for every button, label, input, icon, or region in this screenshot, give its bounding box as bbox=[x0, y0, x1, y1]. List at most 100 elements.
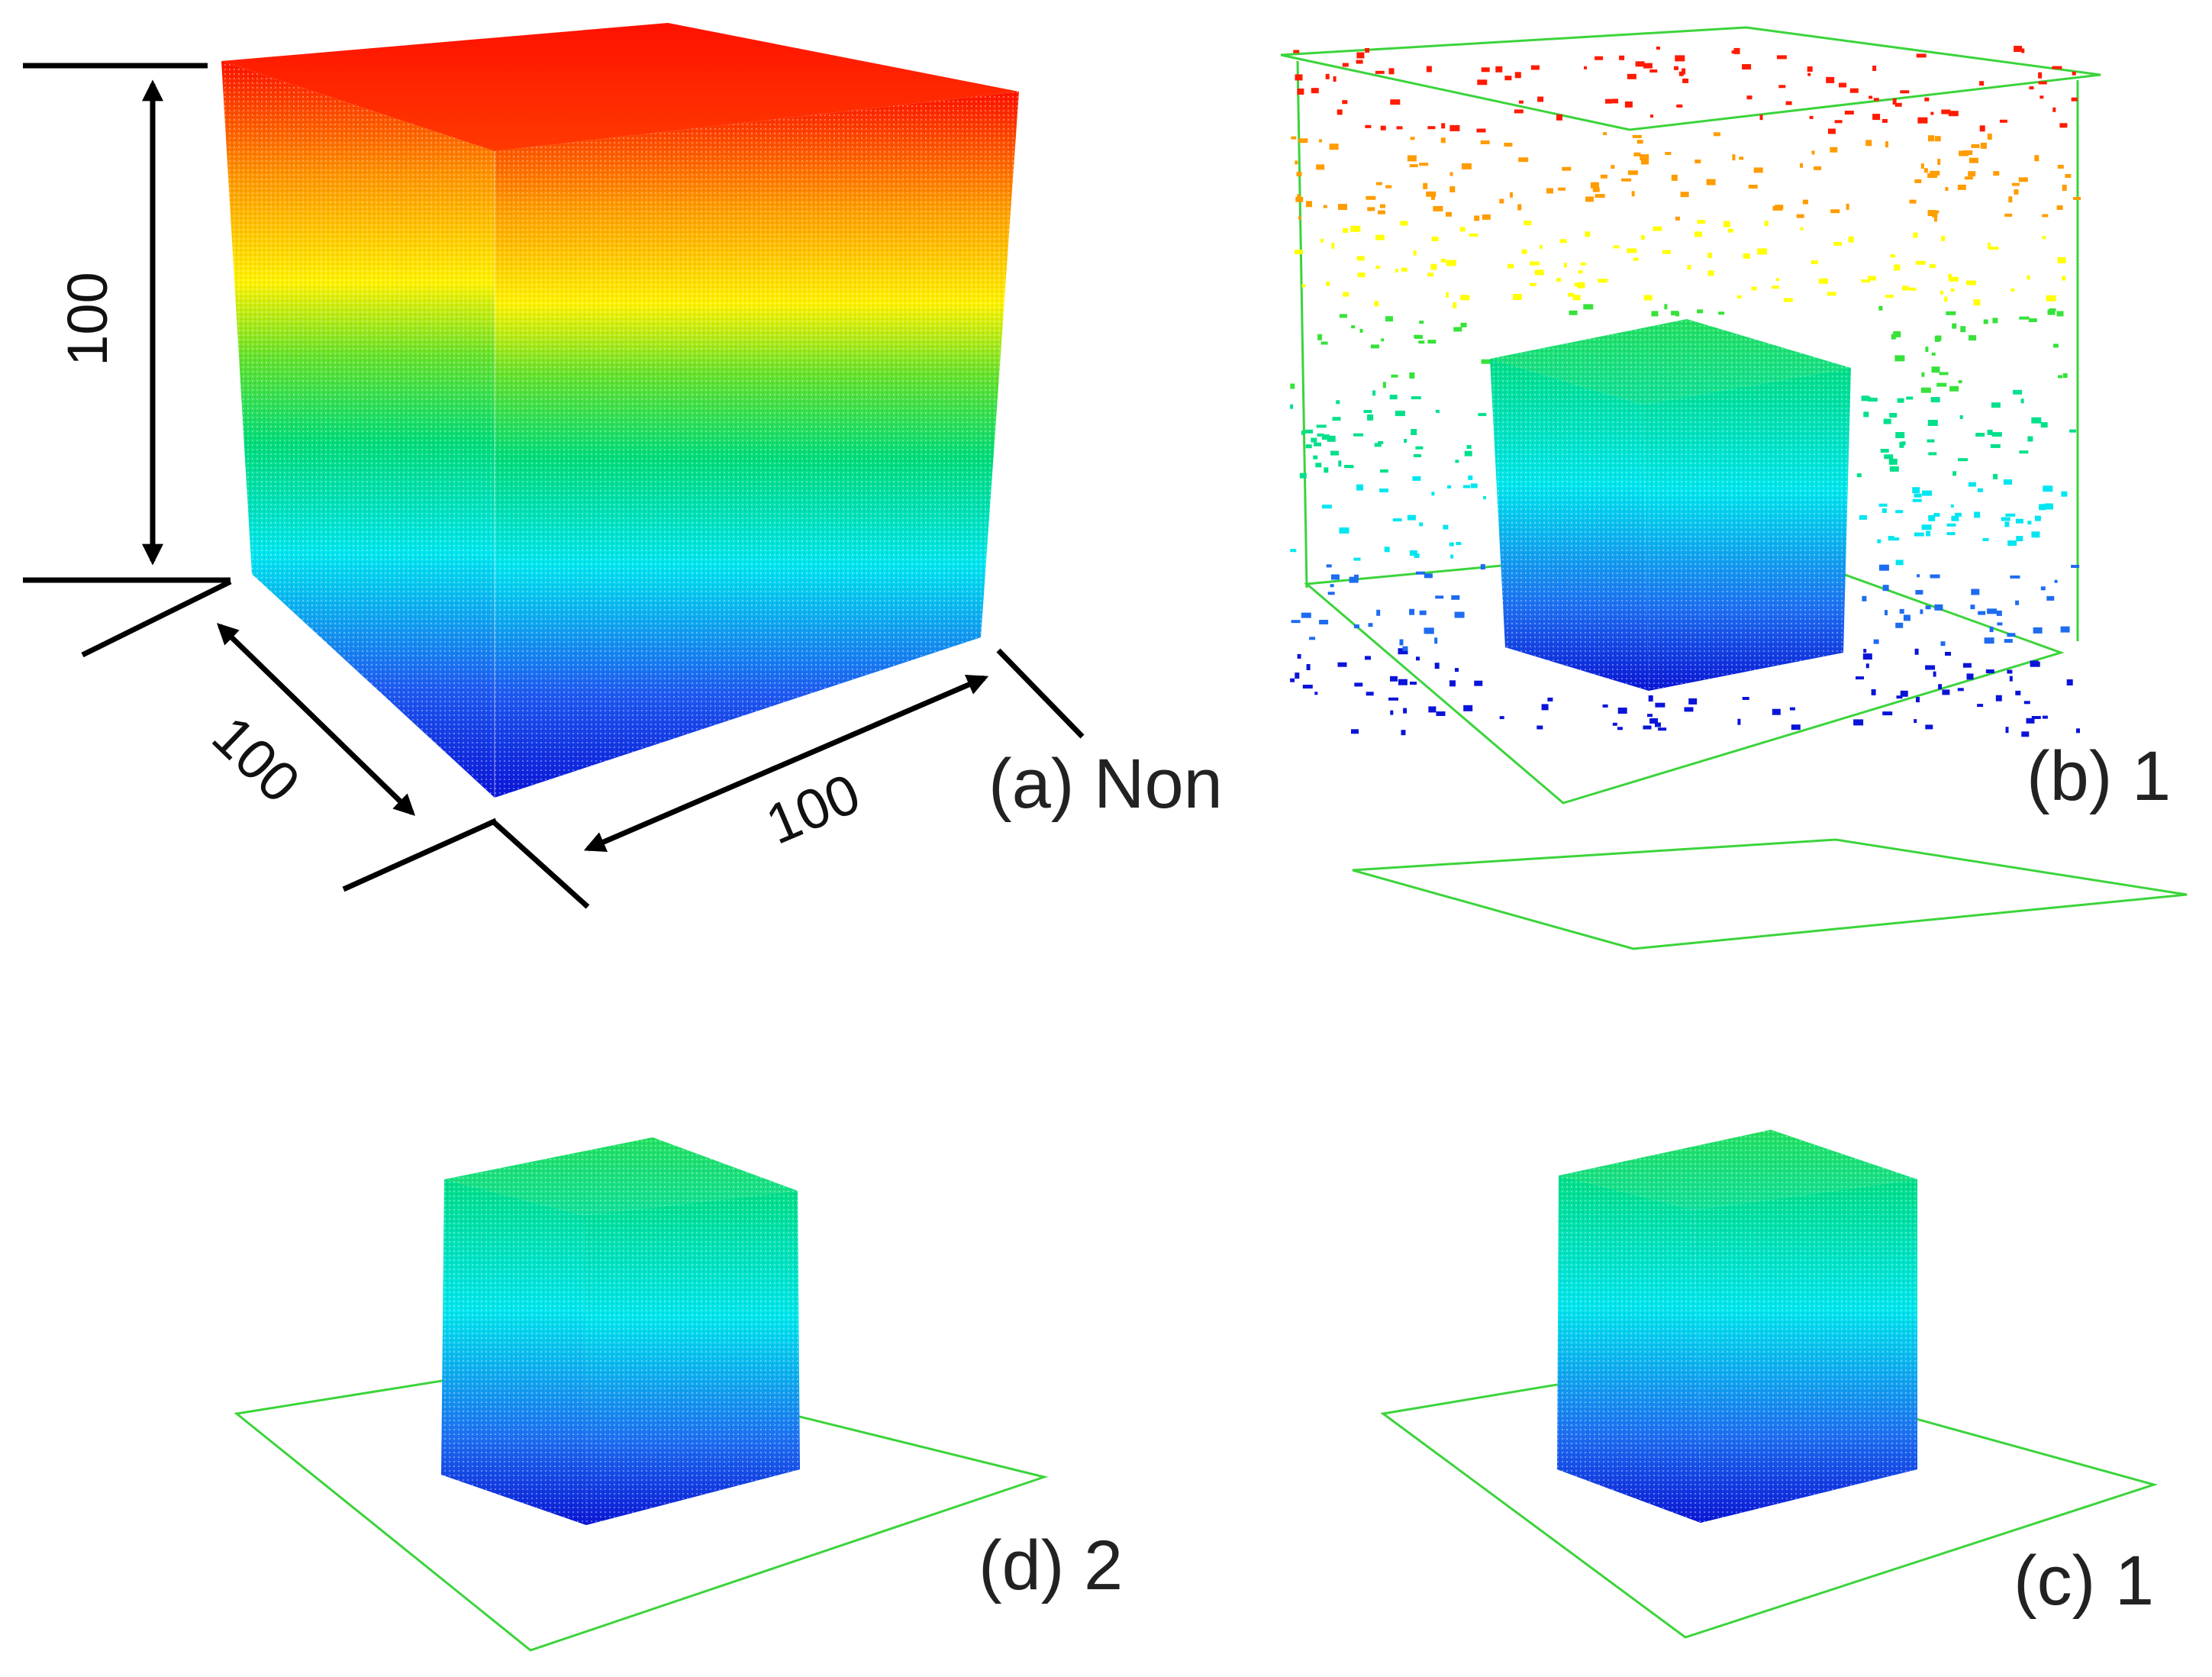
scatter-point bbox=[1375, 266, 1381, 269]
scatter-point bbox=[1499, 716, 1504, 720]
scatter-point bbox=[2005, 513, 2016, 517]
scatter-point bbox=[1921, 524, 1932, 531]
scatter-point bbox=[1290, 404, 1294, 409]
scatter-point bbox=[1785, 101, 1792, 105]
scatter-point bbox=[1295, 672, 1300, 679]
scatter-point bbox=[1802, 199, 1808, 205]
scatter-point bbox=[1960, 326, 1966, 333]
scatter-point bbox=[1969, 335, 1976, 341]
scatter-point bbox=[1359, 328, 1363, 333]
scatter-point bbox=[1291, 620, 1301, 624]
scatter-point bbox=[1881, 508, 1887, 513]
scatter-point bbox=[1480, 564, 1485, 570]
scatter-point bbox=[2015, 690, 2021, 695]
scatter-point bbox=[1409, 550, 1417, 556]
scatter-point bbox=[1537, 96, 1544, 102]
scatter-point bbox=[1379, 489, 1388, 492]
scatter-point bbox=[1909, 199, 1917, 204]
scatter-point bbox=[1990, 443, 2001, 448]
scatter-point bbox=[1382, 469, 1386, 472]
scatter-point bbox=[1925, 605, 1931, 610]
scatter-point bbox=[1718, 311, 1725, 315]
scatter-point bbox=[1830, 147, 1838, 153]
scatter-point bbox=[1372, 390, 1376, 396]
scatter-point bbox=[1474, 215, 1480, 221]
scatter-point bbox=[1991, 402, 2001, 408]
scatter-point bbox=[1504, 76, 1512, 81]
scatter-point bbox=[1995, 695, 2002, 701]
scatter-point bbox=[1353, 433, 1364, 437]
scatter-point bbox=[1504, 143, 1513, 147]
scatter-point bbox=[1924, 97, 1930, 102]
scatter-point bbox=[1351, 325, 1356, 329]
height-label: 100 bbox=[56, 272, 119, 366]
scatter-point bbox=[1412, 476, 1421, 481]
scatter-point bbox=[1541, 704, 1549, 711]
scatter-point bbox=[1957, 184, 1966, 190]
scatter-point bbox=[1827, 128, 1836, 134]
scatter-point bbox=[1974, 511, 1981, 518]
full-cube bbox=[221, 23, 1019, 798]
scatter-point bbox=[2059, 123, 2068, 128]
scatter-point bbox=[1927, 173, 1938, 179]
scatter-point bbox=[1697, 220, 1706, 224]
scatter-point bbox=[1470, 483, 1478, 489]
scatter-point bbox=[1917, 574, 1920, 578]
scatter-point bbox=[1849, 88, 1859, 93]
scatter-point bbox=[1314, 692, 1318, 695]
scatter-point bbox=[1338, 204, 1347, 211]
scatter-point bbox=[1940, 290, 1943, 295]
b-vertical-edges bbox=[1296, 60, 1308, 589]
scatter-point bbox=[1671, 311, 1679, 316]
scatter-point bbox=[2023, 701, 2030, 705]
scatter-point bbox=[1431, 492, 1435, 496]
scatter-point bbox=[1333, 76, 1337, 82]
scatter-point bbox=[1574, 282, 1584, 287]
scatter-point bbox=[1409, 164, 1418, 168]
scatter-point bbox=[1776, 55, 1787, 60]
scatter-point bbox=[1413, 454, 1421, 457]
scatter-point bbox=[1460, 322, 1467, 327]
scatter-point bbox=[1514, 109, 1524, 114]
scatter-point bbox=[2029, 86, 2034, 90]
scatter-point bbox=[1410, 137, 1415, 140]
scatter-point bbox=[1684, 707, 1694, 712]
scatter-point bbox=[1583, 304, 1594, 310]
scatter-point bbox=[1771, 285, 1779, 289]
scatter-point bbox=[1979, 125, 1985, 132]
scatter-point bbox=[1655, 722, 1661, 727]
scatter-point bbox=[1826, 76, 1835, 83]
scatter-point bbox=[1966, 673, 1974, 680]
scatter-point bbox=[1546, 188, 1553, 194]
scatter-point bbox=[1742, 64, 1752, 69]
scatter-point bbox=[1830, 209, 1840, 214]
scatter-point bbox=[1903, 614, 1911, 621]
scatter-point bbox=[1807, 66, 1813, 72]
scatter-point bbox=[2073, 197, 2081, 200]
scatter-point bbox=[2071, 97, 2078, 102]
scatter-point bbox=[1297, 194, 1301, 199]
scatter-point bbox=[1434, 663, 1440, 669]
scatter-point bbox=[1862, 653, 1872, 660]
scatter-point bbox=[1791, 724, 1801, 730]
scatter-point bbox=[1454, 611, 1465, 618]
scatter-point bbox=[1301, 612, 1311, 618]
scatter-point bbox=[1595, 194, 1605, 198]
scatter-point bbox=[1356, 256, 1365, 261]
scatter-point bbox=[1600, 174, 1607, 179]
scatter-point bbox=[1399, 639, 1404, 646]
scatter-point bbox=[1869, 95, 1873, 99]
scatter-point bbox=[1395, 269, 1398, 273]
scatter-point bbox=[2071, 565, 2080, 568]
scatter-point bbox=[1675, 55, 1685, 62]
scatter-point bbox=[1800, 163, 1803, 168]
scatter-point bbox=[1707, 270, 1714, 276]
scatter-point bbox=[2014, 46, 2023, 52]
height-dimension: 100 bbox=[23, 63, 231, 583]
scatter-point bbox=[2010, 575, 2020, 579]
scatter-point bbox=[1912, 487, 1920, 494]
scatter-point bbox=[1900, 690, 1908, 697]
scatter-point bbox=[1311, 88, 1319, 94]
scatter-point bbox=[1350, 225, 1361, 232]
cube-right-texture bbox=[495, 92, 1019, 798]
